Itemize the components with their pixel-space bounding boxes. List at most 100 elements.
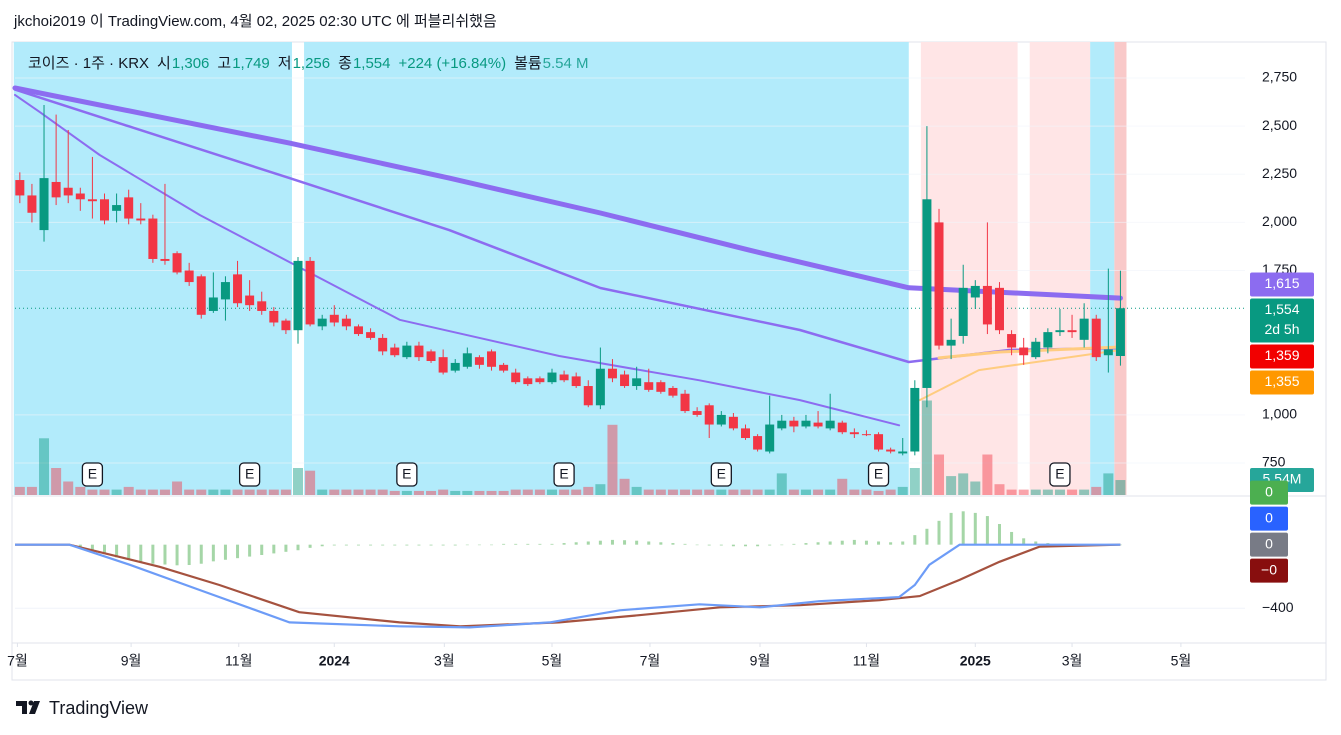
earnings-label: E xyxy=(559,466,568,482)
volume-bar xyxy=(208,489,219,495)
earnings-label: E xyxy=(245,466,254,482)
legend-item: 시 xyxy=(157,55,171,72)
candle-body xyxy=(946,339,956,346)
candle-body xyxy=(886,449,896,452)
candle-body xyxy=(27,195,37,213)
macd-histogram-bar xyxy=(1010,531,1014,545)
candle-body xyxy=(910,387,920,452)
macd-histogram-bar xyxy=(332,544,336,546)
macd-histogram-bar xyxy=(526,543,530,545)
volume-bar xyxy=(776,473,787,495)
volume-bar xyxy=(1054,489,1065,495)
volume-bar xyxy=(800,489,811,495)
macd-histogram-bar xyxy=(405,544,409,546)
volume-bar xyxy=(426,490,437,495)
candle-body xyxy=(922,199,932,388)
volume-bar xyxy=(534,489,545,495)
macd-tick-label: −400 xyxy=(1262,599,1294,615)
volume-bar xyxy=(377,489,388,495)
macd-histogram-bar xyxy=(187,544,191,566)
volume-bar xyxy=(39,438,50,495)
candle-body xyxy=(934,222,944,346)
logo: TradingView xyxy=(16,698,149,718)
legend-item: 1,749 xyxy=(232,55,270,72)
volume-bar xyxy=(583,486,594,495)
volume-bar xyxy=(849,489,860,495)
zone xyxy=(1090,42,1115,495)
macd-histogram-bar xyxy=(901,541,905,545)
macd-histogram-bar xyxy=(997,524,1001,545)
volume-bar xyxy=(135,489,146,495)
legend-item: 저 xyxy=(278,55,292,72)
volume-bar xyxy=(1091,486,1102,495)
signal-line xyxy=(15,543,1121,628)
macd-tag-label: 0 xyxy=(1265,483,1273,499)
candle-body xyxy=(317,318,327,327)
macd-histogram-bar xyxy=(780,544,784,546)
candle-body xyxy=(353,326,363,335)
candle-body xyxy=(547,372,557,383)
macd-histogram-bar xyxy=(719,544,723,546)
candle-body xyxy=(849,432,859,435)
candle-body xyxy=(233,274,243,304)
moving-average xyxy=(14,93,901,427)
legend-item: 코이즈 · 1주 · KRX xyxy=(28,55,149,72)
volume-bar xyxy=(619,478,630,495)
candle-body xyxy=(861,434,871,436)
candle-body xyxy=(765,424,775,452)
legend-item: 고 xyxy=(217,55,231,72)
candle-body xyxy=(837,422,847,433)
candle-body xyxy=(692,411,702,415)
moving-average xyxy=(937,345,1122,360)
price-tag-label: 1,355 xyxy=(1264,373,1299,389)
price-tag-label: 1,359 xyxy=(1264,347,1299,363)
volume-bar xyxy=(159,489,170,495)
macd-line xyxy=(15,543,1121,629)
volume-bar xyxy=(353,489,364,495)
candle-body xyxy=(39,178,49,231)
volume-bar xyxy=(14,486,25,495)
candle-body xyxy=(1079,318,1089,340)
candle-body xyxy=(281,320,291,331)
volume-bar xyxy=(716,489,727,495)
volume-bar xyxy=(232,489,243,495)
macd-histogram-bar xyxy=(223,544,227,560)
earnings-marker xyxy=(867,462,890,487)
volume-bar xyxy=(1030,489,1041,495)
macd-histogram-bar xyxy=(768,544,772,546)
volume-bar xyxy=(1006,489,1017,495)
macd-histogram-bar xyxy=(344,544,348,546)
volume-bar xyxy=(921,400,932,495)
volume-bar xyxy=(438,489,449,495)
volume-bar xyxy=(317,489,328,495)
macd-tag-label: 0 xyxy=(1265,509,1273,525)
macd-histogram-bar xyxy=(417,544,421,546)
macd-histogram-bar xyxy=(647,541,651,545)
macd-histogram-bar xyxy=(308,544,312,548)
volume-bar xyxy=(123,486,134,495)
volume-bar xyxy=(244,489,255,495)
macd-tag xyxy=(1250,506,1288,531)
candle-body xyxy=(426,351,436,362)
volume-bar xyxy=(51,468,62,495)
volume-bar xyxy=(474,490,485,495)
candle-body xyxy=(1019,347,1029,356)
candle-body xyxy=(220,282,230,300)
candle-body xyxy=(1115,308,1125,357)
macd-histogram-bar xyxy=(1118,544,1122,546)
macd-histogram-bar xyxy=(683,543,687,545)
macd-histogram-bar xyxy=(477,544,481,546)
volume-bar xyxy=(813,489,824,495)
volume-bar xyxy=(111,489,122,495)
macd-histogram-bar xyxy=(284,544,288,552)
x-tick-label: 11월 xyxy=(853,653,880,669)
volume-bar xyxy=(909,468,920,495)
candle-body xyxy=(970,285,980,298)
volume-bar xyxy=(498,490,509,495)
price-tag xyxy=(1250,344,1314,369)
candle-body xyxy=(1091,318,1101,358)
candle-body xyxy=(813,422,823,427)
macd-tag xyxy=(1250,532,1288,557)
macd-histogram-bar xyxy=(260,544,264,555)
volume-bar xyxy=(982,454,993,495)
